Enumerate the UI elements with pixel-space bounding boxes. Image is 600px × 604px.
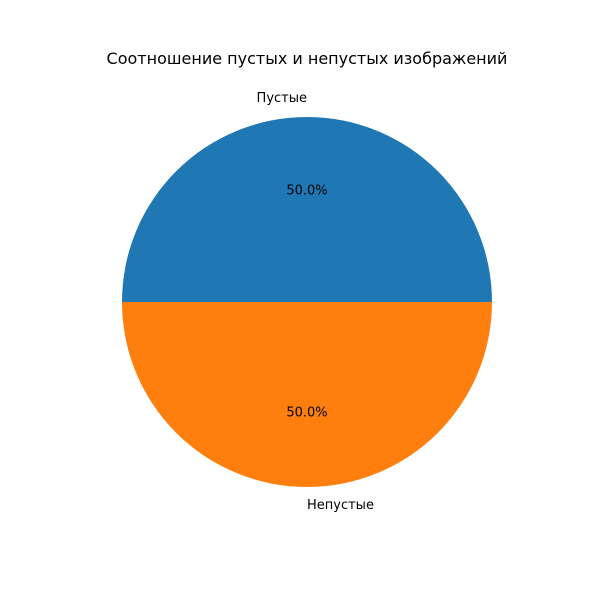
slice-percent-1: 50.0% <box>286 184 327 199</box>
slice-percent-2: 50.0% <box>286 406 327 421</box>
slice-label-1: Пустые <box>257 91 307 106</box>
pie-slice-1 <box>122 117 492 302</box>
pie-labels: Пустые 50.0% Непустые 50.0% <box>257 91 374 513</box>
pie-slice-2 <box>122 302 492 487</box>
slice-label-2: Непустые <box>307 498 374 513</box>
pie-slices <box>122 117 492 487</box>
chart-title: Соотношение пустых и непустых изображени… <box>107 49 508 68</box>
